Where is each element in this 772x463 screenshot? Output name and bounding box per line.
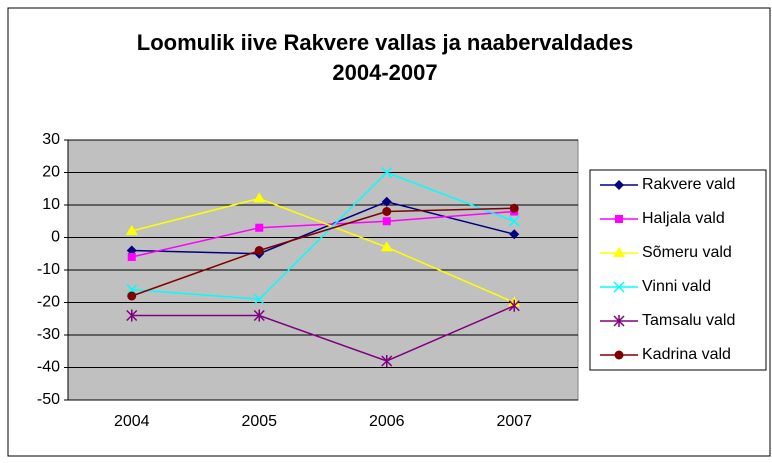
- marker: [508, 215, 520, 227]
- chart-title: 2004-2007: [332, 60, 437, 85]
- y-tick-label: 30: [42, 131, 60, 148]
- marker: [253, 192, 266, 203]
- x-tick-label: 2005: [241, 413, 277, 430]
- series-line: [131, 171, 515, 301]
- marker: [253, 309, 265, 322]
- series-line: [131, 210, 515, 258]
- marker: [253, 293, 265, 305]
- y-tick-label: 0: [51, 229, 60, 246]
- marker: [509, 203, 519, 213]
- legend-label: Haljala vald: [642, 210, 725, 227]
- chart-title: Loomulik iive Rakvere vallas ja naaberva…: [137, 30, 633, 55]
- marker: [127, 253, 136, 261]
- x-tick-label: 2007: [496, 413, 532, 430]
- legend-box: [589, 169, 767, 371]
- marker: [127, 291, 137, 301]
- marker: [613, 247, 625, 257]
- marker: [255, 223, 264, 232]
- marker: [381, 355, 393, 367]
- series-line: [131, 207, 515, 297]
- x-tick-label: 2006: [369, 413, 405, 430]
- marker: [508, 299, 520, 312]
- marker: [126, 283, 138, 296]
- marker: [381, 196, 392, 207]
- legend-label: Sõmeru vald: [642, 244, 732, 261]
- marker: [509, 229, 520, 240]
- marker: [613, 281, 625, 293]
- series-line: [131, 305, 515, 362]
- y-tick-label: 10: [42, 196, 60, 213]
- marker: [613, 315, 625, 327]
- marker: [614, 180, 624, 190]
- x-tick-label: 2004: [114, 413, 150, 430]
- series-line: [131, 200, 515, 255]
- marker: [125, 225, 138, 235]
- legend-label: Kadrina vald: [642, 346, 731, 363]
- marker: [381, 166, 393, 179]
- legend-label: Rakvere vald: [642, 176, 735, 193]
- marker: [380, 241, 393, 252]
- series-line: [131, 197, 515, 304]
- legend-label: Vinni vald: [642, 278, 711, 295]
- marker: [614, 350, 624, 360]
- y-tick-label: -30: [37, 326, 60, 343]
- y-tick-label: 20: [42, 164, 60, 181]
- y-tick-label: -10: [37, 261, 60, 278]
- y-tick-label: -50: [37, 391, 60, 408]
- marker: [126, 309, 138, 322]
- marker: [382, 207, 392, 216]
- marker: [382, 217, 391, 226]
- marker: [615, 215, 623, 223]
- legend-label: Tamsalu vald: [642, 312, 735, 329]
- y-tick-label: -20: [37, 294, 60, 311]
- marker: [254, 246, 264, 255]
- y-tick-label: -40: [37, 359, 60, 376]
